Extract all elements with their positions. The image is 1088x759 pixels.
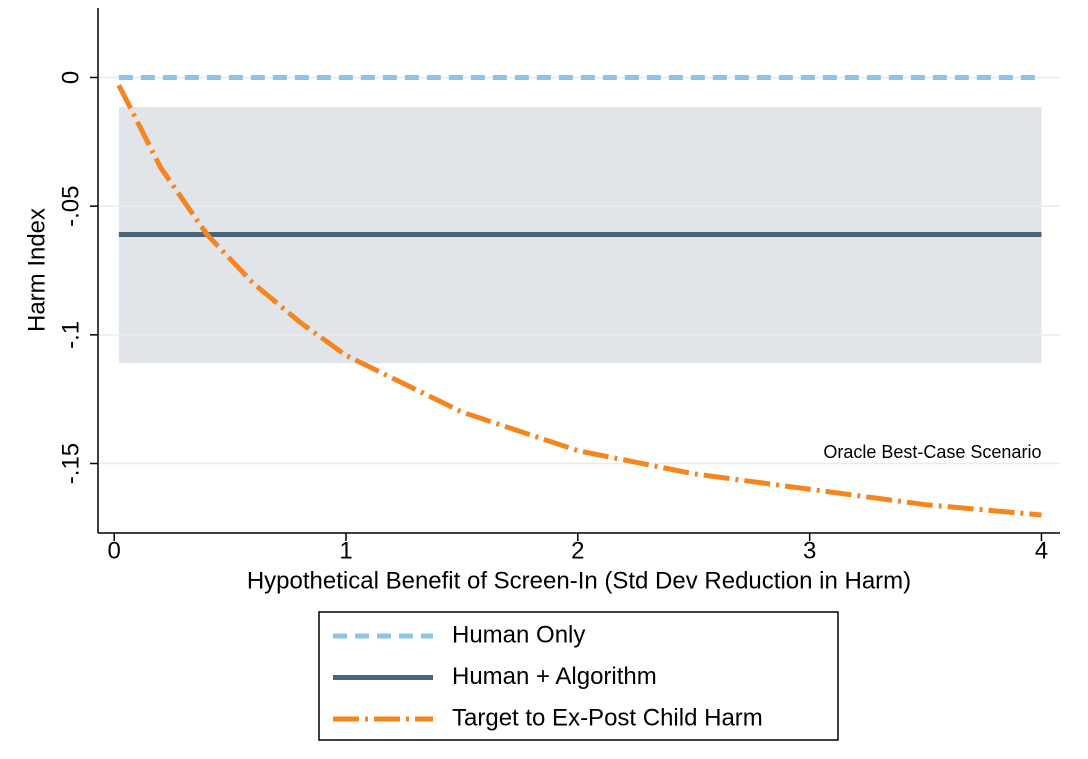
x-axis-title: Hypothetical Benefit of Screen-In (Std D… xyxy=(247,567,911,594)
y-tick-label: 0 xyxy=(57,71,84,84)
legend-label: Target to Ex-Post Child Harm xyxy=(452,704,763,731)
x-tick-label: 0 xyxy=(108,537,121,564)
legend-label: Human + Algorithm xyxy=(452,663,657,690)
x-tick-label: 2 xyxy=(571,537,584,564)
x-tick-label: 1 xyxy=(339,537,352,564)
x-tick-label: 4 xyxy=(1035,537,1048,564)
y-tick-label: -.1 xyxy=(57,321,84,349)
y-tick-label: -.15 xyxy=(57,443,84,484)
x-tick-label: 3 xyxy=(803,537,816,564)
annotation: Oracle Best-Case Scenario xyxy=(823,442,1041,462)
legend-label: Human Only xyxy=(452,621,585,648)
y-axis-title: Harm Index xyxy=(23,208,50,332)
series-line xyxy=(116,84,1042,518)
y-tick-label: -.05 xyxy=(57,185,84,226)
